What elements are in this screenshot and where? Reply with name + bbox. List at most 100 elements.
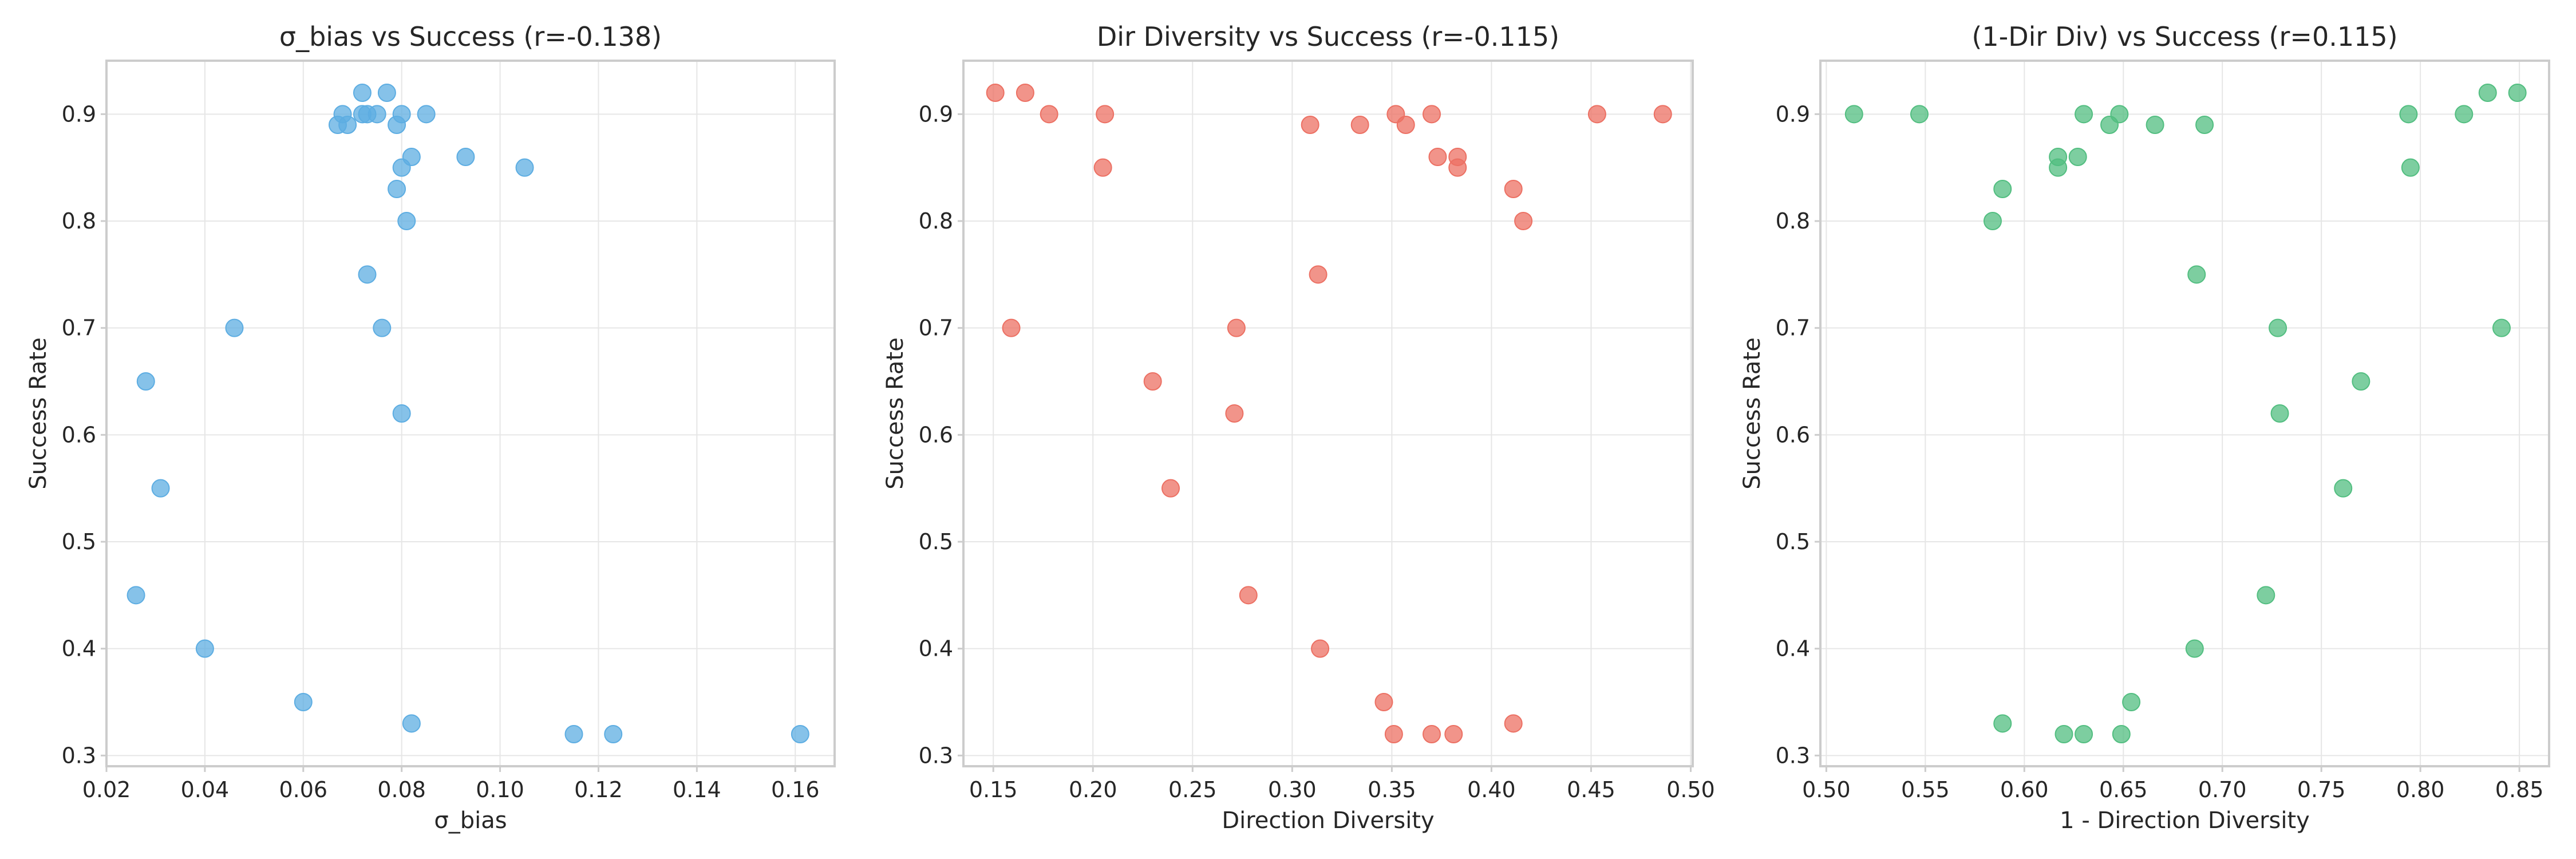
x-tick-label: 0.30 — [1268, 777, 1317, 802]
plot-frame — [1819, 60, 2550, 767]
y-tick-label: 0.6 — [1776, 422, 1810, 447]
data-point — [127, 586, 145, 605]
data-point — [2049, 158, 2068, 177]
data-point — [1239, 586, 1258, 605]
chart-title: σ_bias vs Success (r=-0.138) — [279, 21, 662, 52]
data-point — [1396, 116, 1415, 134]
data-point — [2068, 148, 2087, 166]
y-tick-label: 0.3 — [1776, 743, 1810, 768]
data-point — [338, 116, 357, 134]
data-point — [2146, 116, 2164, 134]
data-point — [1428, 148, 1447, 166]
data-point — [1504, 180, 1523, 198]
chart-panel-3: 0.50 0.55 0.60 0.65 0.70 0.75 0.80 0.85 0.3 0.4 0.… — [1739, 21, 2550, 834]
data-point — [1225, 404, 1244, 423]
x-tick-label: 0.16 — [771, 777, 820, 802]
data-point — [2100, 116, 2119, 134]
x-tick-label: 0.80 — [2396, 777, 2445, 802]
data-point — [1309, 265, 1327, 284]
data-point — [1587, 105, 1606, 124]
data-point — [136, 372, 155, 391]
data-point — [2269, 318, 2287, 337]
data-point — [1983, 212, 2002, 230]
x-axis-label: 1 - Direction Diversity — [2060, 807, 2310, 834]
data-point — [294, 693, 313, 711]
plot-frame — [962, 60, 1694, 767]
y-tick-label: 0.5 — [919, 529, 953, 554]
x-tick-label: 0.35 — [1368, 777, 1416, 802]
data-point — [2122, 693, 2141, 711]
data-point — [986, 84, 1005, 102]
data-point — [1384, 725, 1403, 743]
y-tick-label: 0.7 — [62, 316, 96, 341]
data-point — [2455, 105, 2474, 124]
data-point — [2352, 372, 2370, 391]
data-point — [1444, 725, 1463, 743]
data-point — [1040, 105, 1058, 124]
data-point — [2185, 639, 2204, 658]
y-tick-label: 0.6 — [919, 422, 953, 447]
data-point — [151, 479, 170, 498]
y-tick-label: 0.4 — [919, 636, 953, 661]
data-point — [2075, 725, 2093, 743]
y-axis-label: Success Rate — [1739, 337, 1765, 489]
data-point — [225, 318, 244, 337]
data-point — [2492, 318, 2511, 337]
data-point — [1227, 318, 1246, 337]
y-tick-label: 0.9 — [1776, 101, 1810, 127]
data-point — [1311, 639, 1330, 658]
y-axis-label: Success Rate — [882, 337, 908, 489]
x-tick-label: 0.10 — [476, 777, 524, 802]
data-point — [1910, 105, 1929, 124]
data-point — [353, 84, 372, 102]
plot-frame — [105, 60, 836, 767]
data-point — [1016, 84, 1034, 102]
data-point — [377, 84, 396, 102]
y-tick-label: 0.8 — [1776, 208, 1810, 234]
y-axis-label: Success Rate — [25, 337, 52, 489]
data-point — [397, 212, 416, 230]
x-tick-label: 0.25 — [1168, 777, 1217, 802]
data-point — [388, 116, 406, 134]
y-tick-label: 0.9 — [62, 101, 96, 127]
data-point — [1093, 158, 1112, 177]
x-tick-label: 0.50 — [1666, 777, 1715, 802]
data-point — [456, 148, 475, 166]
data-point — [195, 639, 214, 658]
x-tick-label: 0.02 — [82, 777, 131, 802]
y-tick-label: 0.7 — [919, 316, 953, 341]
data-point — [2112, 725, 2131, 743]
data-point — [1448, 158, 1467, 177]
data-point — [2257, 586, 2275, 605]
y-tick-label: 0.6 — [62, 422, 96, 447]
data-point — [392, 404, 411, 423]
chart-title: (1-Dir Div) vs Success (r=0.115) — [1971, 21, 2397, 52]
x-tick-label: 0.08 — [377, 777, 426, 802]
x-tick-label: 0.06 — [279, 777, 327, 802]
data-point — [402, 714, 421, 733]
data-point — [417, 105, 436, 124]
data-point — [1350, 116, 1369, 134]
data-point — [1504, 714, 1523, 733]
data-point — [1423, 725, 1441, 743]
y-tick-label: 0.3 — [919, 743, 953, 768]
data-point — [564, 725, 583, 743]
data-point — [2334, 479, 2353, 498]
y-tick-label: 0.4 — [1776, 636, 1810, 661]
data-point — [2270, 404, 2289, 423]
data-point — [2195, 116, 2214, 134]
x-tick-label: 0.60 — [2000, 777, 2049, 802]
data-point — [1161, 479, 1180, 498]
data-point — [373, 318, 392, 337]
data-point — [368, 105, 386, 124]
data-point — [1993, 714, 2012, 733]
x-tick-label: 0.04 — [181, 777, 230, 802]
data-point — [791, 725, 809, 743]
x-tick-label: 0.75 — [2297, 777, 2346, 802]
data-point — [1143, 372, 1162, 391]
y-tick-label: 0.5 — [1776, 529, 1810, 554]
x-tick-label: 0.12 — [574, 777, 623, 802]
y-tick-label: 0.3 — [62, 743, 96, 768]
data-point — [2478, 84, 2497, 102]
x-tick-label: 0.20 — [1069, 777, 1117, 802]
